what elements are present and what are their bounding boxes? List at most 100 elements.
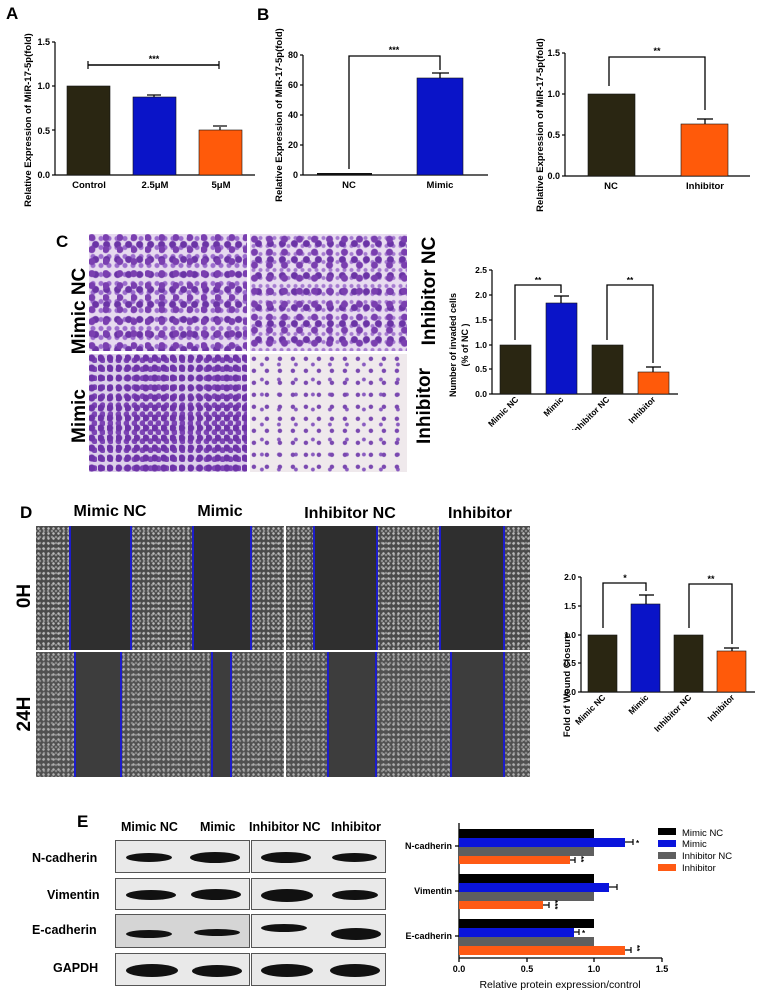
svg-text:Number of invaded cells: Number of invaded cells: [448, 293, 458, 397]
row-label-mimic: Mimic: [69, 389, 90, 443]
svg-text:Fold of Wound Closure: Fold of Wound Closure: [562, 633, 573, 737]
svg-text:2.0: 2.0: [475, 290, 487, 300]
svg-text:Vimentin: Vimentin: [414, 886, 452, 896]
blot-vimentin-left: [115, 878, 250, 910]
svg-text:Mimic: Mimic: [541, 394, 565, 418]
blot-gapdh-right: [251, 953, 386, 986]
svg-text:Relative Expression of MiR-17-: Relative Expression of MiR-17-5p(fold): [23, 33, 34, 207]
svg-text:60: 60: [288, 80, 298, 90]
svg-text:1.0: 1.0: [37, 81, 50, 91]
wb-row-vimentin: Vimentin: [47, 888, 100, 902]
svg-text:Inhibitor: Inhibitor: [686, 181, 724, 192]
svg-text:**: **: [576, 856, 585, 863]
svg-text:1.5: 1.5: [37, 37, 50, 47]
panel-label-d: D: [20, 503, 33, 522]
wb-row-n-cadherin: N-cadherin: [32, 851, 98, 865]
panel-label-a: A: [6, 4, 19, 23]
svg-text:0.0: 0.0: [475, 389, 487, 399]
wb-row-e-cadherin: E-cadherin: [32, 923, 97, 937]
col-label-mimic-nc: Mimic NC: [73, 503, 147, 520]
chart-c: Number of invaded cells (% of NC ) 2.5 2…: [448, 265, 678, 430]
svg-text:1.0: 1.0: [588, 964, 601, 974]
svg-text:2.5μM: 2.5μM: [142, 180, 169, 191]
bar-nc: [587, 93, 636, 177]
svg-text:Relative Expression of MiR-17-: Relative Expression of MiR-17-5p(fold): [274, 28, 285, 202]
bars-vimentin: [459, 874, 609, 909]
svg-text:**: **: [632, 945, 641, 952]
bar-inhibitor: [716, 650, 747, 693]
svg-text:Inhibitor NC: Inhibitor NC: [682, 851, 732, 862]
svg-text:***: ***: [550, 900, 559, 910]
panel-label-e: E: [77, 812, 89, 831]
invasion-image-inhibitor: [250, 354, 407, 472]
svg-text:0.5: 0.5: [37, 126, 50, 136]
svg-text:2.5: 2.5: [475, 265, 487, 275]
bar-5um: [198, 129, 243, 176]
svg-text:0.0: 0.0: [547, 171, 560, 181]
svg-text:**: **: [627, 275, 634, 285]
wound-image-24h-mimic: [36, 652, 284, 777]
svg-text:0.5: 0.5: [521, 964, 534, 974]
svg-text:0.0: 0.0: [37, 170, 50, 180]
row-label-0h: 0H: [14, 583, 35, 609]
bars-n-cadherin: [459, 829, 625, 864]
bar-mimic: [416, 77, 464, 176]
svg-text:Inhibitor: Inhibitor: [705, 692, 737, 724]
svg-text:NC: NC: [342, 180, 356, 191]
svg-text:1.0: 1.0: [475, 340, 487, 350]
wb-col-mimic: Mimic: [200, 820, 236, 834]
legend: Mimic NC Mimic Inhibitor NC Inhibitor: [658, 828, 732, 874]
svg-text:**: **: [535, 275, 542, 285]
bar-nc: [317, 173, 372, 175]
bar-mimic-nc: [499, 344, 532, 395]
svg-text:E-cadherin: E-cadherin: [405, 931, 452, 941]
col-label-mimic: Mimic: [197, 503, 243, 520]
wound-image-24h-inhibitor: [286, 652, 530, 777]
row-label-mimic-nc: Mimic NC: [69, 267, 90, 355]
bar-mimic-nc: [587, 634, 618, 693]
svg-text:2.0: 2.0: [564, 572, 576, 582]
panel-label-c: C: [56, 232, 69, 251]
svg-text:1.5: 1.5: [564, 601, 576, 611]
svg-text:Mimic NC: Mimic NC: [486, 394, 520, 428]
svg-text:1.5: 1.5: [547, 48, 560, 58]
svg-text:Inhibitor: Inhibitor: [682, 863, 716, 874]
chart-a-ylabel: Relative Expression of MiR-17-5p(fold): [23, 33, 34, 207]
svg-text:***: ***: [389, 45, 400, 55]
wb-col-inhibitor-nc: Inhibitor NC: [249, 820, 321, 834]
chart-a: Relative Expression of MiR-17-5p(fold) 1…: [23, 33, 255, 207]
blot-n-cadherin-left: [115, 840, 250, 873]
svg-text:**: **: [707, 574, 715, 584]
bar-mimic: [545, 302, 578, 395]
chart-b-mimic: Relative Expression of MiR-17-5p(fold) 8…: [274, 28, 488, 202]
svg-text:80: 80: [288, 50, 298, 60]
svg-text:0.5: 0.5: [475, 364, 487, 374]
svg-text:1.0: 1.0: [564, 630, 576, 640]
svg-text:Mimic NC: Mimic NC: [573, 692, 607, 726]
panel-label-b: B: [257, 5, 270, 24]
svg-text:0: 0: [293, 170, 298, 180]
svg-text:*: *: [636, 839, 640, 848]
svg-text:0.5: 0.5: [547, 130, 560, 140]
svg-text:Control: Control: [72, 180, 106, 191]
svg-text:*: *: [582, 929, 586, 938]
row-label-24h: 24H: [14, 696, 35, 732]
svg-text:N-cadherin: N-cadherin: [405, 841, 452, 851]
svg-text:**: **: [653, 46, 661, 56]
chart-e: 0.0 0.5 1.0 1.5 Relative protein express…: [405, 823, 732, 991]
svg-text:*: *: [623, 573, 627, 583]
blot-e-cadherin-left: [115, 914, 250, 948]
bar-2-5um: [132, 96, 177, 176]
bar-mimic: [630, 603, 661, 693]
bar-control: [66, 85, 111, 176]
svg-text:Mimic NC: Mimic NC: [682, 828, 723, 839]
svg-text:0.0: 0.0: [453, 964, 466, 974]
svg-text:NC: NC: [604, 181, 618, 192]
chart-d: Fold of Wound Closure 2.0 1.5 1.0 0.5 0.…: [562, 572, 755, 737]
wound-image-0h-inhibitor: [286, 526, 530, 650]
col-label-inhibitor: Inhibitor: [448, 505, 512, 522]
bar-inhibitor: [637, 371, 670, 395]
invasion-image-mimic-nc: [89, 234, 247, 351]
svg-text:5μM: 5μM: [211, 180, 230, 191]
svg-text:20: 20: [288, 140, 298, 150]
